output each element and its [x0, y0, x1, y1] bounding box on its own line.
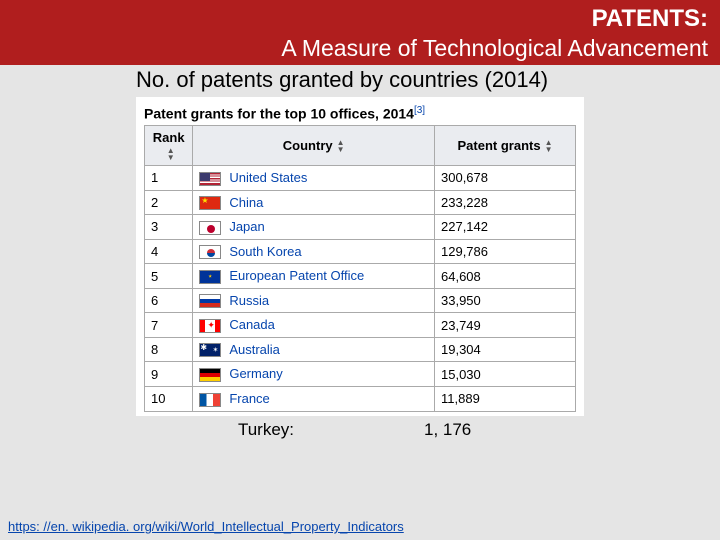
country-link[interactable]: European Patent Office: [229, 268, 364, 283]
cell-rank: 2: [145, 190, 193, 215]
country-link[interactable]: China: [229, 195, 263, 210]
flag-icon: [199, 172, 221, 186]
cell-country: Canada: [193, 313, 435, 338]
header-line1: PATENTS:: [12, 4, 708, 34]
sort-icon: ▲▼: [167, 147, 175, 161]
source-prefix: https: //en. wikipedia. org/wiki/: [8, 519, 181, 534]
table-body: 1 United States 300,678 2 China 233,228 3 Japan…: [145, 165, 576, 411]
country-link[interactable]: Russia: [229, 293, 269, 308]
cell-rank: 6: [145, 288, 193, 313]
col-grants-label: Patent grants: [458, 138, 541, 153]
country-link[interactable]: United States: [229, 170, 307, 185]
sort-icon: ▲▼: [545, 139, 553, 153]
cell-country: China: [193, 190, 435, 215]
flag-icon: [199, 196, 221, 210]
cell-country: Japan: [193, 215, 435, 240]
cell-grants: 129,786: [435, 239, 576, 264]
cell-rank: 3: [145, 215, 193, 240]
col-grants[interactable]: Patent grants ▲▼: [435, 126, 576, 166]
cell-grants: 300,678: [435, 165, 576, 190]
turkey-row: Turkey: 1, 176: [136, 418, 584, 442]
table-title-text: Patent grants for the top 10 offices, 20…: [144, 105, 414, 121]
table-row: 3 Japan 227,142: [145, 215, 576, 240]
table-row: 5 European Patent Office 64,608: [145, 264, 576, 289]
table-title: Patent grants for the top 10 offices, 20…: [144, 103, 576, 126]
cell-grants: 33,950: [435, 288, 576, 313]
turkey-label: Turkey:: [136, 420, 396, 440]
cell-country: European Patent Office: [193, 264, 435, 289]
table-row: 2 China 233,228: [145, 190, 576, 215]
country-link[interactable]: Germany: [229, 366, 282, 381]
cell-grants: 23,749: [435, 313, 576, 338]
table-row: 9 Germany 15,030: [145, 362, 576, 387]
subtitle: No. of patents granted by countries (201…: [0, 65, 720, 97]
cell-country: South Korea: [193, 239, 435, 264]
flag-icon: [199, 368, 221, 382]
cell-country: Australia: [193, 337, 435, 362]
slide-header: PATENTS: A Measure of Technological Adva…: [0, 0, 720, 65]
citation-link[interactable]: [3]: [414, 105, 425, 116]
table-row: 8 Australia 19,304: [145, 337, 576, 362]
table-container: Patent grants for the top 10 offices, 20…: [136, 97, 584, 416]
flag-icon: [199, 294, 221, 308]
table-row: 6 Russia 33,950: [145, 288, 576, 313]
country-link[interactable]: Japan: [229, 219, 264, 234]
col-country-label: Country: [283, 138, 333, 153]
cell-rank: 10: [145, 387, 193, 412]
source-link[interactable]: https: //en. wikipedia. org/wiki/World_I…: [8, 519, 404, 534]
sort-icon: ▲▼: [337, 139, 345, 153]
col-rank-label: Rank: [153, 130, 185, 145]
table-row: 1 United States 300,678: [145, 165, 576, 190]
cell-rank: 9: [145, 362, 193, 387]
country-link[interactable]: South Korea: [229, 244, 301, 259]
cell-rank: 1: [145, 165, 193, 190]
flag-icon: [199, 343, 221, 357]
cell-grants: 227,142: [435, 215, 576, 240]
table-header-row: Rank ▲▼ Country ▲▼ Patent grants ▲▼: [145, 126, 576, 166]
source-citation: https: //en. wikipedia. org/wiki/World_I…: [8, 519, 404, 534]
cell-country: United States: [193, 165, 435, 190]
country-link[interactable]: Canada: [229, 317, 275, 332]
cell-grants: 15,030: [435, 362, 576, 387]
cell-grants: 64,608: [435, 264, 576, 289]
flag-icon: [199, 393, 221, 407]
flag-icon: [199, 270, 221, 284]
cell-rank: 8: [145, 337, 193, 362]
country-link[interactable]: Australia: [229, 342, 280, 357]
table-row: 10 France 11,889: [145, 387, 576, 412]
col-country[interactable]: Country ▲▼: [193, 126, 435, 166]
country-link[interactable]: France: [229, 391, 269, 406]
cell-country: Germany: [193, 362, 435, 387]
cell-country: France: [193, 387, 435, 412]
cell-grants: 233,228: [435, 190, 576, 215]
cell-rank: 7: [145, 313, 193, 338]
table-row: 7 Canada 23,749: [145, 313, 576, 338]
cell-rank: 4: [145, 239, 193, 264]
table-row: 4 South Korea 129,786: [145, 239, 576, 264]
cell-grants: 11,889: [435, 387, 576, 412]
header-line2: A Measure of Technological Advancement: [12, 34, 708, 63]
patents-table: Rank ▲▼ Country ▲▼ Patent grants ▲▼ 1 United…: [144, 125, 576, 411]
flag-icon: [199, 245, 221, 259]
turkey-value: 1, 176: [396, 420, 584, 440]
cell-country: Russia: [193, 288, 435, 313]
flag-icon: [199, 319, 221, 333]
source-page: World_Intellectual_Property_Indicators: [181, 519, 404, 534]
flag-icon: [199, 221, 221, 235]
cell-rank: 5: [145, 264, 193, 289]
col-rank[interactable]: Rank ▲▼: [145, 126, 193, 166]
cell-grants: 19,304: [435, 337, 576, 362]
